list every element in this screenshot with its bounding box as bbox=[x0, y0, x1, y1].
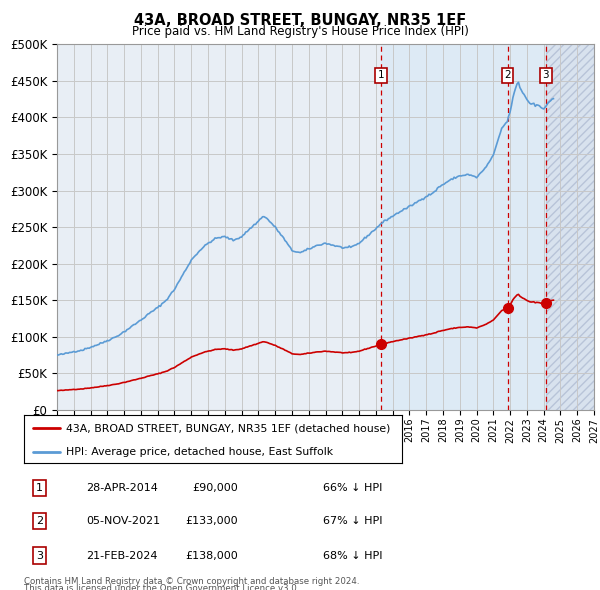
Text: 43A, BROAD STREET, BUNGAY, NR35 1EF (detached house): 43A, BROAD STREET, BUNGAY, NR35 1EF (det… bbox=[65, 423, 390, 433]
Text: £133,000: £133,000 bbox=[185, 516, 238, 526]
Text: 1: 1 bbox=[36, 483, 43, 493]
Text: Contains HM Land Registry data © Crown copyright and database right 2024.: Contains HM Land Registry data © Crown c… bbox=[24, 577, 359, 586]
Text: 68% ↓ HPI: 68% ↓ HPI bbox=[323, 550, 382, 560]
Text: 3: 3 bbox=[542, 70, 549, 80]
Text: 66% ↓ HPI: 66% ↓ HPI bbox=[323, 483, 382, 493]
Bar bbox=[546, 44, 594, 410]
Text: 3: 3 bbox=[36, 550, 43, 560]
Text: 28-APR-2014: 28-APR-2014 bbox=[86, 483, 158, 493]
Text: 05-NOV-2021: 05-NOV-2021 bbox=[86, 516, 160, 526]
Text: 43A, BROAD STREET, BUNGAY, NR35 1EF: 43A, BROAD STREET, BUNGAY, NR35 1EF bbox=[134, 13, 466, 28]
Text: 21-FEB-2024: 21-FEB-2024 bbox=[86, 550, 158, 560]
Text: 2: 2 bbox=[36, 516, 43, 526]
Bar bbox=[381, 44, 546, 410]
Text: 67% ↓ HPI: 67% ↓ HPI bbox=[323, 516, 382, 526]
Text: HPI: Average price, detached house, East Suffolk: HPI: Average price, detached house, East… bbox=[65, 447, 333, 457]
Text: 2: 2 bbox=[504, 70, 511, 80]
Text: This data is licensed under the Open Government Licence v3.0.: This data is licensed under the Open Gov… bbox=[24, 584, 299, 590]
Text: £138,000: £138,000 bbox=[185, 550, 238, 560]
Text: £90,000: £90,000 bbox=[193, 483, 238, 493]
Text: 1: 1 bbox=[378, 70, 385, 80]
Text: Price paid vs. HM Land Registry's House Price Index (HPI): Price paid vs. HM Land Registry's House … bbox=[131, 25, 469, 38]
Bar bbox=[546, 44, 594, 410]
